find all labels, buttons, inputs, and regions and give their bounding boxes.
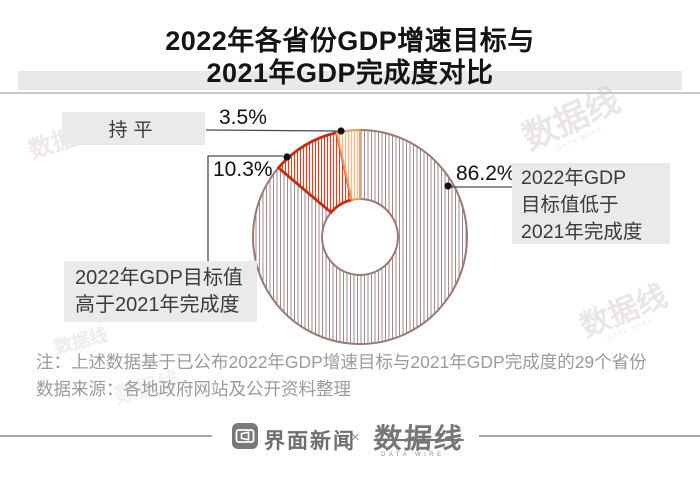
watermark-sub: DATA WIRE <box>556 126 605 153</box>
footnote: 注：上述数据基于已公布2022年GDP增速目标与2021年GDP完成度的29个省… <box>36 349 647 403</box>
footer-divider-left <box>0 435 212 437</box>
watermark: 数据线 DATA WIRE <box>576 280 674 350</box>
datawire-logo-subtext: DATA WIRE <box>381 452 445 458</box>
watermark: 数据线 DATA WIRE <box>517 81 628 163</box>
page-title: 2022年各省份GDP增速目标与 2021年GDP完成度对比 <box>0 25 700 89</box>
jiemian-logo-text: 界面新闻 <box>264 430 356 453</box>
donut-slice-0 <box>252 129 468 345</box>
callout-dot-higher <box>283 153 291 161</box>
donut-slice-1 <box>277 131 354 214</box>
collab-x-icon: × <box>351 429 360 446</box>
callout-higher-line1: 2022年GDP目标值 <box>75 267 243 289</box>
donut-slice-2 <box>335 129 361 201</box>
callout-higher-line2: 高于2021年完成度 <box>75 294 240 316</box>
title-line-2: 2021年GDP完成度对比 <box>206 58 494 88</box>
callout-lower-line2: 目标值低于 <box>521 194 619 216</box>
callout-lower-line3: 2021年完成度 <box>521 221 643 243</box>
callout-dot-lower <box>444 182 452 190</box>
footnote-line1: 注：上述数据基于已公布2022年GDP增速目标与2021年GDP完成度的29个省… <box>36 352 647 372</box>
title-underline-band <box>18 71 682 90</box>
callout-box-higher: 2022年GDP目标值 高于2021年完成度 <box>64 261 257 322</box>
callout-lower-line1: 2022年GDP <box>521 167 627 189</box>
callout-dot-flat <box>337 127 345 135</box>
title-separator-line <box>0 92 700 94</box>
title-line-1: 2022年各省份GDP增速目标与 <box>165 26 535 56</box>
label-pct-lower: 86.2% <box>456 162 516 185</box>
footnote-line2: 数据来源：各地政府网站及公开资料整理 <box>36 379 351 399</box>
jiemian-logo-icon <box>232 423 258 454</box>
label-pct-higher: 10.3% <box>213 158 273 181</box>
datawire-logo: 数据线 <box>372 423 465 454</box>
watermark-sub: DATA WIRE <box>606 317 656 342</box>
callout-box-lower: 2022年GDP 目标值低于 2021年完成度 <box>512 163 670 244</box>
label-pct-flat: 3.5% <box>219 106 267 129</box>
callout-box-flat: 持平 <box>62 112 205 145</box>
leader-line-flat <box>205 129 338 132</box>
footer-divider-right <box>479 435 700 437</box>
